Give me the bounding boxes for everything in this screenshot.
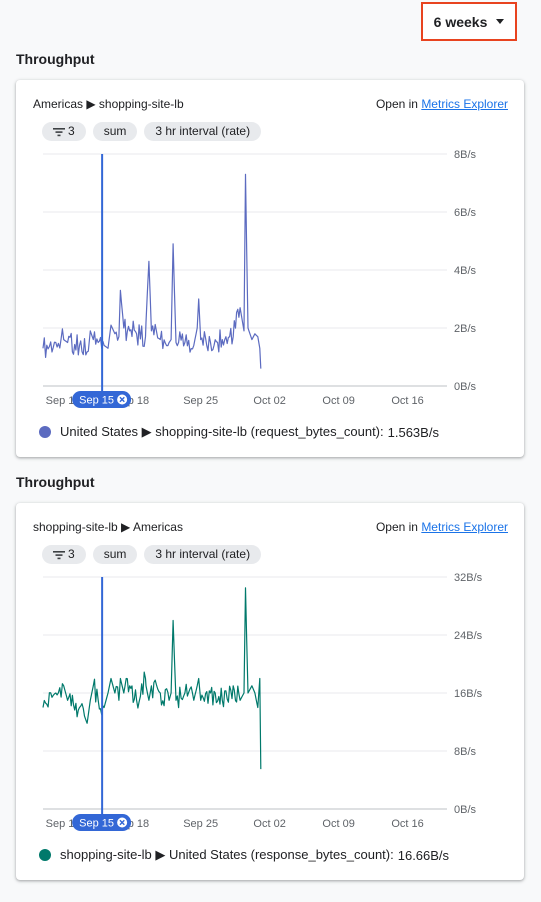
filter-chip[interactable]: 3 (42, 122, 86, 141)
legend-label: United States ▶ shopping-site-lb (reques… (60, 424, 384, 439)
x-tick-label: Oct 02 (253, 818, 285, 830)
y-tick-label: 6B/s (454, 207, 477, 219)
close-icon-glyph (119, 396, 125, 403)
filter-count: 3 (68, 124, 75, 138)
interval-chip[interactable]: 3 hr interval (rate) (144, 122, 262, 141)
metrics-explorer-link[interactable]: Metrics Explorer (421, 97, 508, 111)
section-title: Throughput (16, 51, 95, 67)
filter-icon (53, 550, 65, 559)
legend-item: United States ▶ shopping-site-lb (reques… (39, 424, 439, 440)
filter-count: 3 (68, 547, 75, 561)
legend-label: shopping-site-lb ▶ United States (respon… (60, 847, 394, 862)
legend-dot (39, 849, 51, 861)
x-tick-label: Sep 25 (183, 395, 218, 407)
x-tick-label: Sep 11 (46, 818, 80, 830)
series-line (42, 173, 262, 369)
cursor-badge-bg (72, 814, 132, 831)
filter-chips: 3 sum 3 hr interval (rate) (42, 122, 262, 141)
y-tick-label: 8B/s (454, 746, 477, 758)
close-icon-glyph (119, 819, 125, 826)
x-tick-label: Oct 16 (391, 395, 423, 407)
legend-value: 16.66B/s (397, 847, 450, 863)
legend-item: shopping-site-lb ▶ United States (respon… (39, 847, 449, 863)
y-tick-label: 0B/s (454, 381, 477, 393)
series-line (42, 587, 262, 770)
time-range-label: 6 weeks (433, 13, 488, 30)
metrics-explorer-link[interactable]: Metrics Explorer (421, 520, 508, 534)
y-tick-label: 0B/s (454, 804, 477, 816)
filter-icon (53, 127, 65, 136)
open-in-prefix: Open in (375, 97, 418, 111)
y-tick-label: 8B/s (454, 149, 477, 161)
legend-value: 1.563B/s (387, 424, 439, 440)
cursor-label: Sep 15 (79, 395, 114, 407)
open-in-prefix: Open in (375, 520, 418, 534)
aggregation-chip[interactable]: sum (92, 545, 138, 564)
y-tick-label: 32B/s (454, 572, 483, 584)
y-tick-label: 16B/s (454, 688, 483, 700)
interval-chip[interactable]: 3 hr interval (rate) (144, 545, 262, 564)
chart-card: shopping-site-lb ▶ Americas Open in Metr… (16, 503, 524, 880)
legend-dot (39, 426, 51, 438)
open-in: Open in Metrics Explorer (376, 520, 508, 534)
x-tick-label: Sep 25 (183, 818, 218, 830)
breadcrumb: shopping-site-lb ▶ Americas (33, 520, 183, 534)
cursor-badge[interactable]: Sep 15 (72, 391, 132, 408)
breadcrumb: Americas ▶ shopping-site-lb (33, 97, 184, 111)
time-range-dropdown[interactable]: 6 weeks (421, 2, 517, 41)
chart-card: Americas ▶ shopping-site-lb Open in Metr… (16, 80, 524, 457)
caret-down-icon (496, 19, 505, 24)
filter-chip[interactable]: 3 (42, 545, 86, 564)
aggregation-chip[interactable]: sum (92, 122, 138, 141)
cursor-badge-bg (72, 391, 132, 408)
x-tick-label: Oct 02 (253, 395, 285, 407)
x-tick-label: Oct 16 (391, 818, 423, 830)
x-tick-label: Sep 11 (46, 395, 80, 407)
section-title: Throughput (16, 474, 95, 490)
x-tick-label: Oct 09 (322, 818, 354, 830)
y-tick-label: 2B/s (454, 323, 477, 335)
y-tick-label: 24B/s (454, 630, 483, 642)
y-tick-label: 4B/s (454, 265, 477, 277)
cursor-label: Sep 15 (79, 818, 114, 830)
x-tick-label: Oct 09 (322, 395, 354, 407)
cursor-badge[interactable]: Sep 15 (72, 814, 132, 831)
filter-chips: 3 sum 3 hr interval (rate) (42, 545, 262, 564)
open-in: Open in Metrics Explorer (376, 97, 508, 111)
